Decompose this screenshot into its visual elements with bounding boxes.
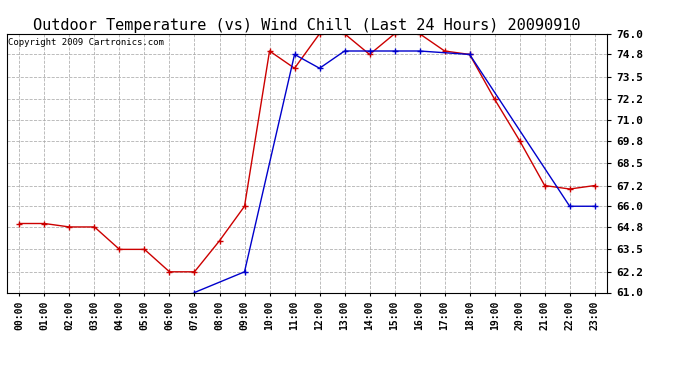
Text: Copyright 2009 Cartronics.com: Copyright 2009 Cartronics.com xyxy=(8,38,164,46)
Title: Outdoor Temperature (vs) Wind Chill (Last 24 Hours) 20090910: Outdoor Temperature (vs) Wind Chill (Las… xyxy=(33,18,581,33)
